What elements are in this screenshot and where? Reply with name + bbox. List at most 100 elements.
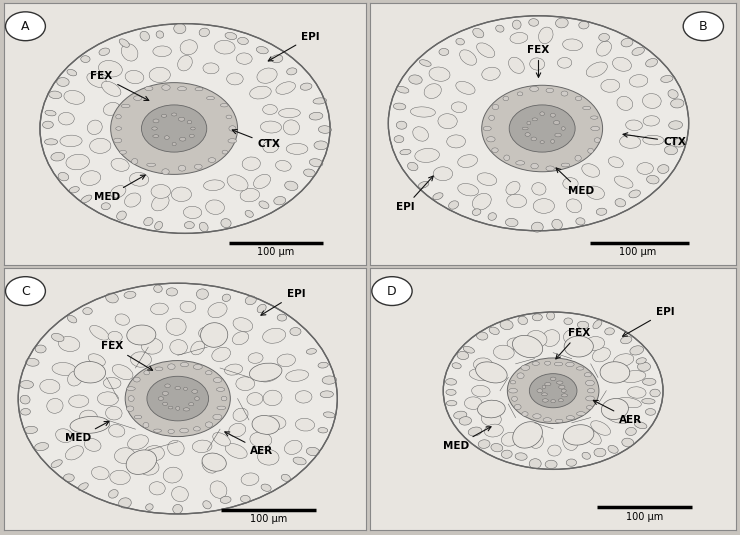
Ellipse shape xyxy=(424,83,441,98)
Ellipse shape xyxy=(263,328,286,343)
Text: EPI: EPI xyxy=(261,289,305,315)
Ellipse shape xyxy=(101,203,110,210)
Text: MED: MED xyxy=(65,422,109,443)
Ellipse shape xyxy=(477,173,497,186)
Ellipse shape xyxy=(566,199,582,213)
Ellipse shape xyxy=(263,390,282,406)
Ellipse shape xyxy=(588,388,594,393)
Ellipse shape xyxy=(259,370,280,382)
Ellipse shape xyxy=(40,379,60,393)
Ellipse shape xyxy=(233,318,252,332)
Ellipse shape xyxy=(420,60,431,66)
Ellipse shape xyxy=(120,150,127,154)
Ellipse shape xyxy=(152,195,169,211)
Text: MED: MED xyxy=(443,427,491,451)
Ellipse shape xyxy=(163,402,168,406)
Ellipse shape xyxy=(506,181,520,195)
Ellipse shape xyxy=(394,136,404,143)
Ellipse shape xyxy=(594,448,606,457)
Ellipse shape xyxy=(545,361,551,365)
Ellipse shape xyxy=(622,438,633,447)
Ellipse shape xyxy=(561,163,570,167)
Ellipse shape xyxy=(552,219,562,230)
Ellipse shape xyxy=(204,180,224,190)
Ellipse shape xyxy=(171,187,192,202)
Ellipse shape xyxy=(488,213,497,220)
Ellipse shape xyxy=(250,432,272,447)
Ellipse shape xyxy=(263,416,286,430)
Ellipse shape xyxy=(172,142,176,146)
Ellipse shape xyxy=(513,422,542,448)
Ellipse shape xyxy=(205,422,212,427)
Ellipse shape xyxy=(195,396,199,401)
Ellipse shape xyxy=(241,473,259,485)
Ellipse shape xyxy=(74,362,106,383)
Ellipse shape xyxy=(52,333,64,341)
Ellipse shape xyxy=(559,385,565,389)
Ellipse shape xyxy=(605,328,614,335)
Ellipse shape xyxy=(309,112,323,120)
Ellipse shape xyxy=(175,386,181,389)
Ellipse shape xyxy=(277,354,295,366)
Ellipse shape xyxy=(213,414,222,419)
Ellipse shape xyxy=(49,91,62,98)
Ellipse shape xyxy=(225,444,247,458)
Ellipse shape xyxy=(162,392,169,395)
Ellipse shape xyxy=(208,303,227,318)
Ellipse shape xyxy=(564,336,593,357)
Ellipse shape xyxy=(531,137,536,141)
Ellipse shape xyxy=(284,440,302,454)
Ellipse shape xyxy=(115,114,121,119)
Ellipse shape xyxy=(630,346,644,355)
Ellipse shape xyxy=(172,505,183,514)
Ellipse shape xyxy=(196,289,209,299)
Circle shape xyxy=(509,105,575,152)
Ellipse shape xyxy=(546,88,554,93)
Ellipse shape xyxy=(198,327,212,339)
Ellipse shape xyxy=(257,68,278,83)
Ellipse shape xyxy=(551,377,556,380)
Ellipse shape xyxy=(397,121,407,129)
Ellipse shape xyxy=(472,209,481,216)
Ellipse shape xyxy=(127,435,149,449)
Ellipse shape xyxy=(168,364,175,370)
Ellipse shape xyxy=(158,397,164,400)
Ellipse shape xyxy=(151,303,168,315)
Text: AER: AER xyxy=(593,400,642,425)
Ellipse shape xyxy=(278,109,300,118)
Ellipse shape xyxy=(561,91,568,96)
Ellipse shape xyxy=(138,460,159,475)
Ellipse shape xyxy=(529,19,539,26)
Ellipse shape xyxy=(545,383,551,386)
Ellipse shape xyxy=(180,301,196,312)
Ellipse shape xyxy=(537,389,542,393)
Ellipse shape xyxy=(481,412,501,426)
Ellipse shape xyxy=(184,387,187,391)
Ellipse shape xyxy=(474,358,493,371)
Ellipse shape xyxy=(465,397,482,409)
Ellipse shape xyxy=(642,94,662,109)
Ellipse shape xyxy=(104,102,120,116)
Ellipse shape xyxy=(108,331,122,342)
Ellipse shape xyxy=(617,96,633,110)
Ellipse shape xyxy=(458,155,477,167)
Ellipse shape xyxy=(540,141,545,143)
Ellipse shape xyxy=(496,25,504,32)
Text: C: C xyxy=(21,285,30,297)
Ellipse shape xyxy=(593,348,610,362)
Ellipse shape xyxy=(433,167,453,181)
Ellipse shape xyxy=(634,422,647,429)
Ellipse shape xyxy=(460,417,471,425)
Ellipse shape xyxy=(439,49,448,56)
Ellipse shape xyxy=(151,185,170,198)
Ellipse shape xyxy=(252,416,279,434)
Ellipse shape xyxy=(318,362,329,368)
Ellipse shape xyxy=(127,325,156,345)
Ellipse shape xyxy=(274,196,286,205)
Ellipse shape xyxy=(51,152,64,161)
Ellipse shape xyxy=(295,418,314,431)
Ellipse shape xyxy=(670,99,684,108)
Ellipse shape xyxy=(502,432,519,446)
Ellipse shape xyxy=(438,114,457,129)
Ellipse shape xyxy=(226,73,243,85)
